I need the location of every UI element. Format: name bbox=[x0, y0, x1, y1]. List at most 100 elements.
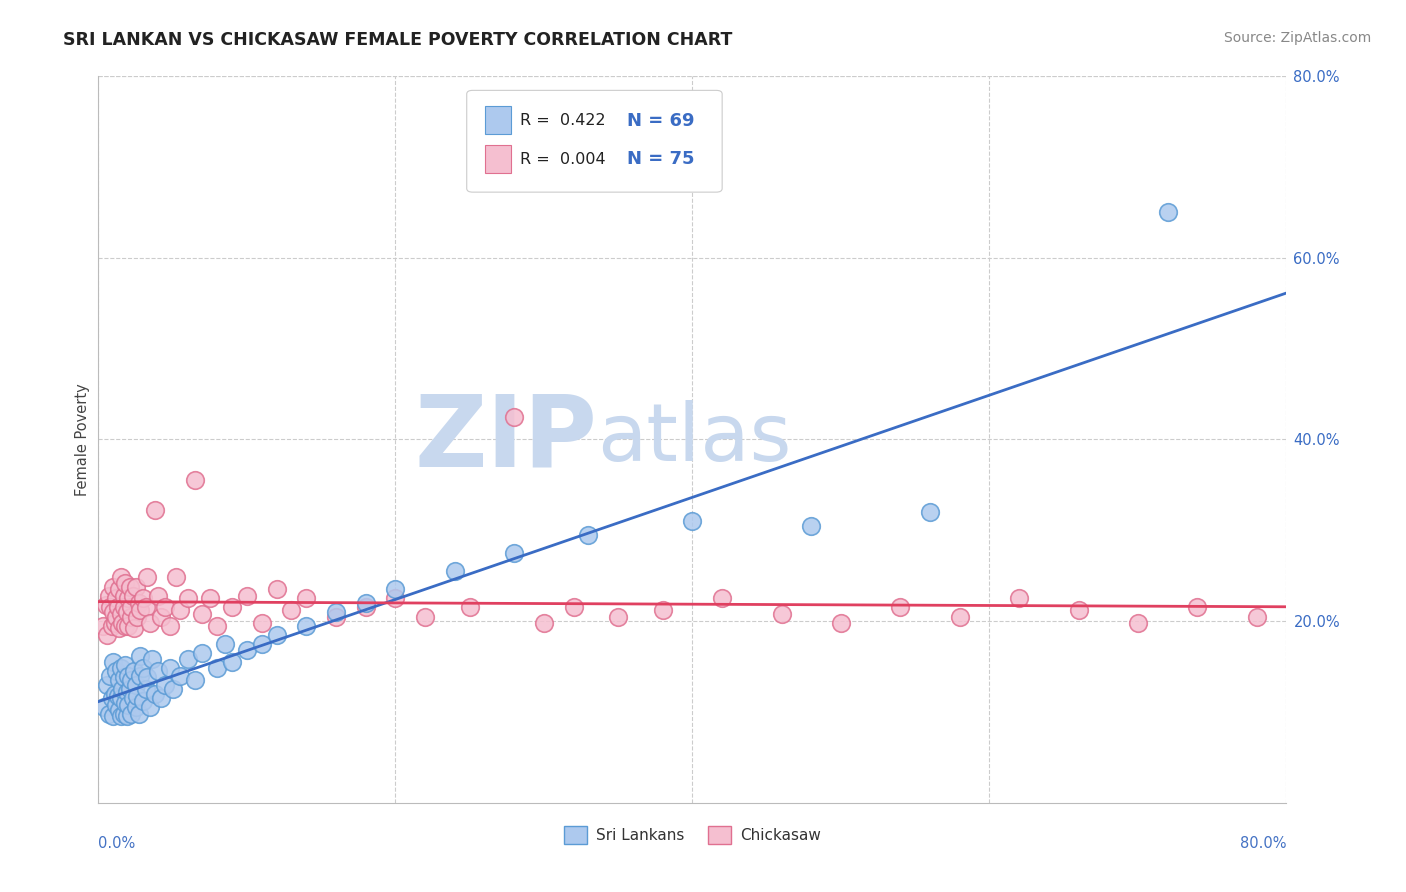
Text: N = 69: N = 69 bbox=[627, 112, 695, 130]
Point bbox=[295, 618, 318, 632]
Text: 80.0%: 80.0% bbox=[1240, 836, 1286, 850]
Point bbox=[121, 589, 143, 603]
Point bbox=[295, 591, 318, 606]
Text: R =  0.004: R = 0.004 bbox=[520, 152, 606, 167]
Text: Source: ZipAtlas.com: Source: ZipAtlas.com bbox=[1223, 31, 1371, 45]
Point bbox=[101, 691, 124, 706]
Text: SRI LANKAN VS CHICKASAW FEMALE POVERTY CORRELATION CHART: SRI LANKAN VS CHICKASAW FEMALE POVERTY C… bbox=[63, 31, 733, 49]
Point bbox=[125, 609, 148, 624]
Point bbox=[124, 580, 146, 594]
Point bbox=[607, 609, 630, 624]
Point bbox=[1156, 205, 1178, 219]
Point bbox=[105, 591, 128, 606]
Point bbox=[103, 655, 125, 669]
Point bbox=[132, 591, 155, 606]
Point bbox=[115, 685, 138, 699]
Point bbox=[1126, 615, 1149, 630]
Point bbox=[1008, 591, 1031, 606]
Point bbox=[159, 618, 181, 632]
Point bbox=[184, 473, 207, 487]
Text: N = 75: N = 75 bbox=[627, 151, 695, 169]
Point bbox=[111, 682, 134, 697]
Point bbox=[105, 698, 128, 712]
Point bbox=[110, 709, 132, 723]
Legend: Sri Lankans, Chickasaw: Sri Lankans, Chickasaw bbox=[558, 820, 827, 850]
Point bbox=[169, 603, 191, 617]
Point bbox=[176, 652, 198, 666]
Point bbox=[128, 706, 150, 721]
Y-axis label: Female Poverty: Female Poverty bbox=[75, 383, 90, 496]
Point bbox=[108, 673, 131, 687]
Point bbox=[104, 687, 127, 701]
Point bbox=[149, 609, 172, 624]
Point bbox=[118, 580, 141, 594]
Point bbox=[129, 668, 152, 682]
Point bbox=[562, 600, 585, 615]
Point bbox=[101, 618, 124, 632]
Point bbox=[1067, 603, 1090, 617]
Point bbox=[169, 668, 191, 682]
Point bbox=[117, 591, 139, 606]
Point bbox=[124, 678, 146, 692]
Point bbox=[108, 582, 131, 597]
Point bbox=[118, 682, 141, 697]
Point bbox=[124, 700, 146, 714]
Point bbox=[149, 691, 172, 706]
Point bbox=[97, 706, 120, 721]
Point bbox=[830, 615, 852, 630]
Point bbox=[117, 668, 139, 682]
Point bbox=[184, 673, 207, 687]
Point bbox=[1246, 609, 1268, 624]
Point bbox=[120, 600, 142, 615]
Point bbox=[110, 691, 132, 706]
Point bbox=[143, 687, 166, 701]
Point bbox=[98, 668, 121, 682]
Point bbox=[96, 628, 118, 642]
Point bbox=[221, 600, 243, 615]
Point bbox=[112, 706, 135, 721]
Point bbox=[132, 694, 155, 708]
Point bbox=[503, 546, 526, 560]
Point bbox=[136, 670, 159, 684]
Point bbox=[139, 700, 162, 714]
Point bbox=[191, 646, 214, 660]
Point bbox=[191, 607, 214, 621]
Point bbox=[93, 700, 115, 714]
Point bbox=[135, 682, 157, 697]
Point bbox=[205, 618, 228, 632]
Text: atlas: atlas bbox=[598, 401, 792, 478]
Point bbox=[146, 664, 169, 678]
Point bbox=[114, 696, 136, 710]
FancyBboxPatch shape bbox=[485, 145, 510, 172]
Point bbox=[1187, 600, 1209, 615]
Point bbox=[103, 709, 125, 723]
Point bbox=[354, 596, 377, 610]
Point bbox=[146, 589, 169, 603]
Point bbox=[112, 670, 135, 684]
Point bbox=[112, 600, 135, 615]
Point bbox=[141, 652, 163, 666]
Point bbox=[920, 505, 942, 519]
Point bbox=[250, 615, 273, 630]
Point bbox=[135, 600, 157, 615]
Text: ZIP: ZIP bbox=[415, 391, 598, 488]
Point bbox=[533, 615, 555, 630]
Point bbox=[221, 655, 243, 669]
Point bbox=[111, 615, 134, 630]
Point bbox=[770, 607, 793, 621]
Point bbox=[250, 637, 273, 651]
Point bbox=[578, 527, 600, 541]
Point bbox=[110, 570, 132, 584]
Point bbox=[143, 503, 166, 517]
Point bbox=[94, 598, 117, 612]
Point bbox=[443, 564, 465, 578]
Point bbox=[105, 609, 128, 624]
Point bbox=[384, 591, 406, 606]
FancyBboxPatch shape bbox=[485, 106, 510, 134]
Point bbox=[105, 664, 128, 678]
Point bbox=[107, 600, 129, 615]
Point bbox=[114, 575, 136, 590]
Point bbox=[280, 603, 302, 617]
Point bbox=[384, 582, 406, 597]
Point bbox=[120, 673, 142, 687]
